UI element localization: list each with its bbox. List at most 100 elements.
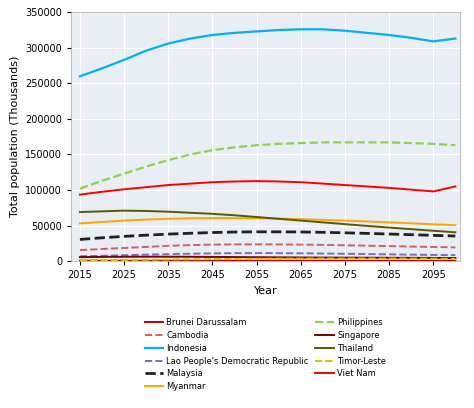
Thailand bbox=[430, 228, 436, 233]
Cambodia bbox=[254, 242, 259, 247]
Line: Malaysia: Malaysia bbox=[80, 232, 456, 239]
Malaysia bbox=[143, 233, 149, 237]
Timor-Leste bbox=[143, 257, 149, 262]
Thailand bbox=[165, 209, 171, 214]
Philippines bbox=[165, 158, 171, 163]
Myanmar bbox=[77, 221, 83, 226]
Viet Nam bbox=[453, 184, 458, 189]
Singapore bbox=[430, 255, 436, 260]
Indonesia bbox=[430, 39, 436, 44]
Myanmar bbox=[165, 216, 171, 221]
Timor-Leste bbox=[408, 256, 414, 261]
Lao People's Democratic Republic bbox=[188, 251, 193, 256]
Viet Nam bbox=[121, 187, 127, 192]
Malaysia bbox=[210, 230, 215, 235]
Myanmar bbox=[143, 217, 149, 222]
Indonesia bbox=[188, 36, 193, 41]
Thailand bbox=[254, 215, 259, 220]
Cambodia bbox=[364, 243, 370, 248]
Thailand bbox=[232, 213, 237, 218]
Myanmar bbox=[232, 216, 237, 221]
Indonesia bbox=[386, 33, 392, 38]
Singapore bbox=[364, 255, 370, 260]
Indonesia bbox=[320, 27, 326, 32]
Thailand bbox=[143, 208, 149, 213]
Malaysia bbox=[430, 233, 436, 238]
Malaysia bbox=[165, 232, 171, 237]
Indonesia bbox=[210, 33, 215, 38]
Timor-Leste bbox=[364, 256, 370, 261]
Viet Nam bbox=[232, 179, 237, 184]
Timor-Leste bbox=[430, 256, 436, 261]
Brunei Darussalam bbox=[320, 258, 326, 263]
Lao People's Democratic Republic bbox=[143, 252, 149, 257]
Brunei Darussalam bbox=[232, 258, 237, 263]
Myanmar bbox=[188, 216, 193, 221]
Singapore bbox=[99, 255, 105, 259]
Line: Myanmar: Myanmar bbox=[80, 218, 456, 225]
Myanmar bbox=[364, 219, 370, 224]
Cambodia bbox=[342, 243, 348, 248]
Brunei Darussalam bbox=[386, 258, 392, 263]
Brunei Darussalam bbox=[188, 258, 193, 263]
Philippines bbox=[298, 141, 304, 146]
Thailand bbox=[188, 210, 193, 215]
Singapore bbox=[165, 254, 171, 259]
Malaysia bbox=[188, 231, 193, 236]
Brunei Darussalam bbox=[364, 258, 370, 263]
Brunei Darussalam bbox=[453, 258, 458, 263]
Myanmar bbox=[386, 220, 392, 225]
Philippines bbox=[210, 148, 215, 153]
Myanmar bbox=[254, 216, 259, 221]
Myanmar bbox=[430, 222, 436, 227]
Myanmar bbox=[320, 217, 326, 222]
Line: Indonesia: Indonesia bbox=[80, 29, 456, 76]
Timor-Leste bbox=[210, 257, 215, 262]
Timor-Leste bbox=[320, 256, 326, 261]
Indonesia bbox=[77, 74, 83, 79]
Myanmar bbox=[342, 218, 348, 223]
Singapore bbox=[254, 255, 259, 259]
Timor-Leste bbox=[77, 258, 83, 263]
Malaysia bbox=[276, 229, 282, 234]
Malaysia bbox=[121, 234, 127, 239]
Philippines bbox=[232, 145, 237, 150]
Viet Nam bbox=[320, 181, 326, 186]
Singapore bbox=[408, 255, 414, 260]
Viet Nam bbox=[276, 179, 282, 184]
Singapore bbox=[121, 254, 127, 259]
Myanmar bbox=[210, 216, 215, 221]
Singapore bbox=[298, 255, 304, 260]
Indonesia bbox=[121, 58, 127, 62]
Line: Thailand: Thailand bbox=[80, 211, 456, 232]
Thailand bbox=[210, 211, 215, 216]
Malaysia bbox=[320, 230, 326, 235]
Line: Lao People's Democratic Republic: Lao People's Democratic Republic bbox=[80, 253, 456, 256]
Cambodia bbox=[165, 244, 171, 248]
Philippines bbox=[364, 140, 370, 145]
Brunei Darussalam bbox=[298, 258, 304, 263]
Thailand bbox=[408, 227, 414, 232]
Myanmar bbox=[408, 221, 414, 226]
Timor-Leste bbox=[121, 257, 127, 262]
Thailand bbox=[121, 208, 127, 213]
Lao People's Democratic Republic bbox=[254, 251, 259, 255]
Cambodia bbox=[210, 242, 215, 247]
Thailand bbox=[77, 210, 83, 215]
Lao People's Democratic Republic bbox=[232, 251, 237, 255]
Indonesia bbox=[298, 27, 304, 32]
Philippines bbox=[320, 140, 326, 145]
Singapore bbox=[210, 255, 215, 259]
Brunei Darussalam bbox=[77, 258, 83, 263]
Philippines bbox=[342, 140, 348, 145]
Viet Nam bbox=[254, 179, 259, 184]
Malaysia bbox=[99, 235, 105, 240]
Singapore bbox=[188, 254, 193, 259]
Indonesia bbox=[232, 31, 237, 35]
Timor-Leste bbox=[342, 256, 348, 261]
Indonesia bbox=[254, 29, 259, 34]
Viet Nam bbox=[77, 192, 83, 197]
Malaysia bbox=[254, 229, 259, 234]
Cambodia bbox=[408, 244, 414, 249]
Cambodia bbox=[232, 242, 237, 247]
